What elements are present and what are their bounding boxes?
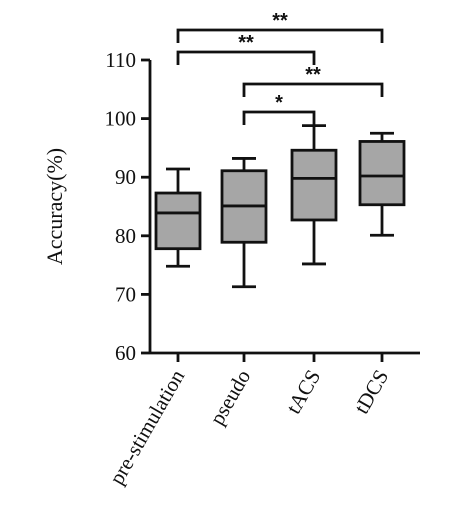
significance-label: ** <box>238 32 254 54</box>
bracket-line <box>242 110 316 125</box>
iqr-box <box>358 140 406 207</box>
y-tick-label: 80 <box>115 224 136 248</box>
significance-label: * <box>275 92 283 114</box>
y-tick-label: 90 <box>115 165 136 189</box>
y-tick-label: 100 <box>105 107 137 131</box>
iqr-box <box>290 148 338 222</box>
sig-bracket: ** <box>176 10 384 43</box>
boxes <box>154 124 406 289</box>
y-tick-label: 70 <box>115 282 136 306</box>
box-pseudo <box>220 157 268 289</box>
box-pre-stimulation <box>154 167 202 268</box>
bracket-line <box>242 82 384 97</box>
axes: 60 70 80 90 100 110 Accuracy(%) pre-stimulation… <box>42 48 420 489</box>
box-tACS <box>290 124 338 266</box>
bracket-line <box>176 50 316 65</box>
significance-label: ** <box>305 64 321 86</box>
sig-bracket: * <box>242 92 316 125</box>
sig-bracket: ** <box>242 64 384 97</box>
significance-brackets: ******* <box>176 10 384 125</box>
iqr-box <box>154 191 202 251</box>
x-tick-label: tDCS <box>349 366 393 418</box>
sig-bracket: ** <box>176 32 316 65</box>
y-axis-label: Accuracy(%) <box>42 148 67 265</box>
y-tick-label: 110 <box>105 48 136 72</box>
y-tick-label: 60 <box>115 341 136 365</box>
box-tDCS <box>358 131 406 237</box>
x-tick-label: pre-stimulation <box>104 365 189 489</box>
x-tick-label: tACS <box>281 366 325 418</box>
bracket-line <box>176 28 384 43</box>
significance-label: ** <box>272 10 288 32</box>
x-tick-label: pseudo <box>205 366 256 430</box>
